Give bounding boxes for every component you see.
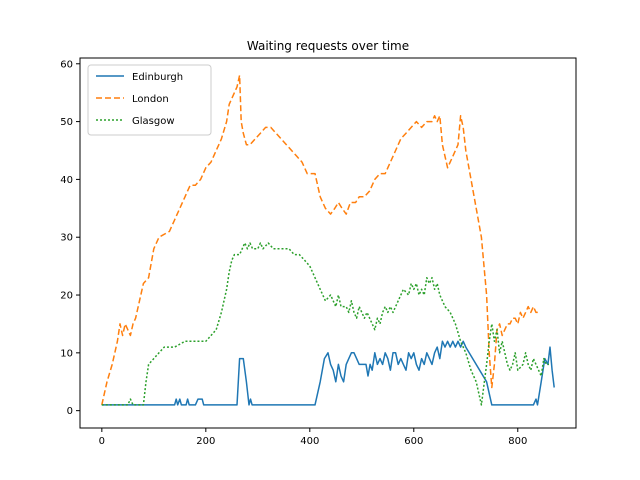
series-line-london [101, 74, 539, 406]
x-tick-label: 0 [99, 436, 105, 447]
x-tick-label: 200 [196, 436, 215, 447]
legend-box [87, 64, 212, 136]
y-axis: 0 10 20 30 40 50 60 [60, 59, 80, 417]
plot-lines [101, 74, 555, 406]
y-tick-label: 0 [67, 406, 73, 417]
y-tick-label: 10 [60, 348, 73, 359]
legend: Edinburgh London Glasgow [87, 64, 212, 136]
legend-label-edinburgh: Edinburgh [132, 72, 183, 83]
x-tick-label: 800 [508, 436, 527, 447]
x-axis: 0 200 400 600 800 [99, 428, 527, 447]
y-tick-label: 20 [60, 291, 73, 302]
legend-label-glasgow: Glasgow [132, 116, 175, 127]
x-tick-label: 600 [404, 436, 423, 447]
series-line-edinburgh [101, 340, 555, 406]
y-tick-label: 60 [60, 59, 73, 70]
chart-title: Waiting requests over time [247, 39, 409, 53]
x-tick-label: 400 [300, 436, 319, 447]
y-tick-label: 30 [60, 233, 73, 244]
series-line-glasgow [101, 242, 549, 406]
y-tick-label: 40 [60, 175, 73, 186]
axes-frame [79, 57, 577, 429]
legend-label-london: London [132, 94, 169, 105]
y-tick-label: 50 [60, 117, 73, 128]
